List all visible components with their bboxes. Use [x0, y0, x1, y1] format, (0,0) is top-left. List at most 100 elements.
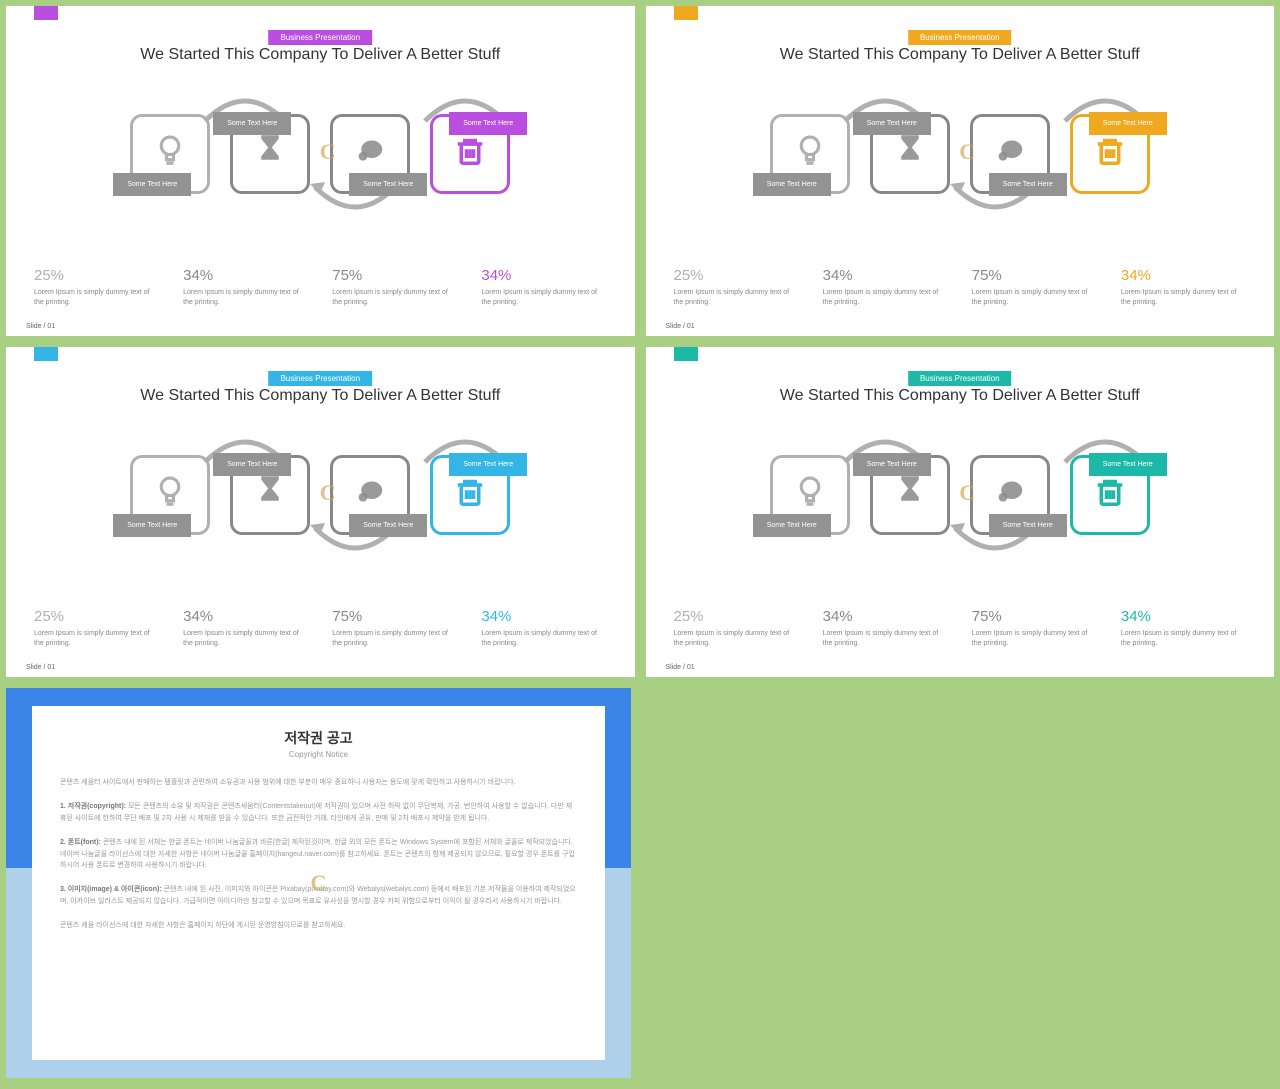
box-label: Some Text Here	[213, 112, 291, 135]
watermark-icon: C	[959, 139, 975, 165]
slide-title: We Started This Company To Deliver A Bet…	[6, 387, 635, 405]
process-box-4: Some Text Here	[1070, 114, 1150, 194]
hourglass-icon	[249, 471, 291, 518]
stats-row: 25% Lorem Ipsum is simply dummy text of …	[34, 267, 607, 308]
process-box-3: Some Text Here	[970, 455, 1050, 535]
trash-icon	[1089, 471, 1131, 518]
slide-1: Business Presentation We Started This Co…	[6, 6, 635, 336]
slide-number: Slide / 01	[666, 323, 695, 330]
stat-percent: 34%	[481, 608, 606, 625]
badge: Business Presentation	[908, 371, 1012, 386]
stat-text: Lorem Ipsum is simply dummy text of the …	[1121, 629, 1246, 649]
box-label: Some Text Here	[989, 173, 1067, 196]
box-label: Some Text Here	[349, 173, 427, 196]
stat-percent: 34%	[1121, 608, 1246, 625]
process-box-4: Some Text Here	[1070, 455, 1150, 535]
copyright-p5: 콘텐츠 세움 라이선스에 대한 자세한 사항은 홈페이지 하단에 게시된 운영방…	[60, 920, 577, 932]
stat-item: 34% Lorem Ipsum is simply dummy text of …	[481, 267, 606, 308]
process-box-1: Some Text Here	[130, 455, 210, 535]
stat-percent: 34%	[823, 267, 948, 284]
box-label: Some Text Here	[113, 514, 191, 537]
stat-percent: 34%	[481, 267, 606, 284]
stat-percent: 75%	[332, 267, 457, 284]
stat-text: Lorem Ipsum is simply dummy text of the …	[34, 629, 159, 649]
copyright-subtitle: Copyright Notice	[60, 750, 577, 759]
process-box-3: Some Text Here	[330, 114, 410, 194]
box-label-accent: Some Text Here	[1089, 453, 1167, 476]
slide-title: We Started This Company To Deliver A Bet…	[6, 46, 635, 64]
slide-title: We Started This Company To Deliver A Bet…	[646, 387, 1275, 405]
stat-text: Lorem Ipsum is simply dummy text of the …	[823, 288, 948, 308]
stat-percent: 75%	[972, 267, 1097, 284]
stat-item: 75% Lorem Ipsum is simply dummy text of …	[972, 608, 1097, 649]
stats-row: 25% Lorem Ipsum is simply dummy text of …	[674, 267, 1247, 308]
process-diagram: Some Text Here Some Text Here Some Text …	[646, 81, 1275, 226]
stat-percent: 75%	[972, 608, 1097, 625]
slide-title: We Started This Company To Deliver A Bet…	[646, 46, 1275, 64]
stat-item: 25% Lorem Ipsum is simply dummy text of …	[674, 267, 799, 308]
watermark-icon: C	[311, 870, 327, 896]
process-box-2: Some Text Here	[230, 114, 310, 194]
box-label: Some Text Here	[853, 453, 931, 476]
slide-number: Slide / 01	[26, 664, 55, 671]
slide-grid: Business Presentation We Started This Co…	[6, 6, 1274, 677]
stat-percent: 25%	[34, 267, 159, 284]
stat-percent: 34%	[823, 608, 948, 625]
corner-tab	[34, 347, 58, 361]
trash-icon	[449, 471, 491, 518]
bulb-icon	[149, 471, 191, 518]
stat-percent: 25%	[674, 608, 799, 625]
watermark-icon: C	[320, 480, 336, 506]
stat-percent: 34%	[183, 608, 308, 625]
process-box-2: Some Text Here	[870, 114, 950, 194]
stat-item: 75% Lorem Ipsum is simply dummy text of …	[332, 608, 457, 649]
stat-text: Lorem Ipsum is simply dummy text of the …	[183, 288, 308, 308]
stat-item: 25% Lorem Ipsum is simply dummy text of …	[34, 267, 159, 308]
box-label-accent: Some Text Here	[1089, 112, 1167, 135]
copyright-p3: 2. 폰트(font): 콘텐츠 내에 된 서체는 한글 폰트는 네이버 나눔글…	[60, 837, 577, 873]
trash-icon	[449, 130, 491, 177]
stat-percent: 34%	[1121, 267, 1246, 284]
stat-percent: 75%	[332, 608, 457, 625]
trash-icon	[1089, 130, 1131, 177]
blob-icon	[349, 471, 391, 518]
slide-4: Business Presentation We Started This Co…	[646, 347, 1275, 677]
stats-row: 25% Lorem Ipsum is simply dummy text of …	[34, 608, 607, 649]
copyright-title: 저작권 공고	[60, 728, 577, 748]
corner-tab	[674, 347, 698, 361]
copyright-p1: 콘텐츠 세움터 사이트에서 판매하는 템플릿과 관련하여 소유권과 사용 범위에…	[60, 777, 577, 789]
corner-tab	[34, 6, 58, 20]
box-label: Some Text Here	[989, 514, 1067, 537]
stat-text: Lorem Ipsum is simply dummy text of the …	[1121, 288, 1246, 308]
stat-item: 25% Lorem Ipsum is simply dummy text of …	[674, 608, 799, 649]
box-label: Some Text Here	[753, 173, 831, 196]
stat-text: Lorem Ipsum is simply dummy text of the …	[481, 629, 606, 649]
process-box-3: Some Text Here	[970, 114, 1050, 194]
badge: Business Presentation	[268, 371, 372, 386]
stat-item: 34% Lorem Ipsum is simply dummy text of …	[183, 267, 308, 308]
stat-text: Lorem Ipsum is simply dummy text of the …	[674, 629, 799, 649]
stat-item: 25% Lorem Ipsum is simply dummy text of …	[34, 608, 159, 649]
bulb-icon	[789, 471, 831, 518]
blob-icon	[989, 471, 1031, 518]
blob-icon	[349, 130, 391, 177]
blob-icon	[989, 130, 1031, 177]
copyright-slide: 저작권 공고 Copyright Notice 콘텐츠 세움터 사이트에서 판매…	[6, 688, 631, 1078]
stat-item: 34% Lorem Ipsum is simply dummy text of …	[823, 267, 948, 308]
stat-percent: 25%	[674, 267, 799, 284]
box-label-accent: Some Text Here	[449, 112, 527, 135]
bulb-icon	[149, 130, 191, 177]
process-box-2: Some Text Here	[230, 455, 310, 535]
stat-text: Lorem Ipsum is simply dummy text of the …	[972, 629, 1097, 649]
copyright-content: 저작권 공고 Copyright Notice 콘텐츠 세움터 사이트에서 판매…	[32, 706, 605, 1060]
bulb-icon	[789, 130, 831, 177]
stat-text: Lorem Ipsum is simply dummy text of the …	[183, 629, 308, 649]
stat-text: Lorem Ipsum is simply dummy text of the …	[972, 288, 1097, 308]
slide-number: Slide / 01	[666, 664, 695, 671]
box-label: Some Text Here	[213, 453, 291, 476]
process-box-2: Some Text Here	[870, 455, 950, 535]
badge: Business Presentation	[268, 30, 372, 45]
stat-percent: 25%	[34, 608, 159, 625]
stat-item: 34% Lorem Ipsum is simply dummy text of …	[1121, 267, 1246, 308]
process-box-1: Some Text Here	[770, 455, 850, 535]
